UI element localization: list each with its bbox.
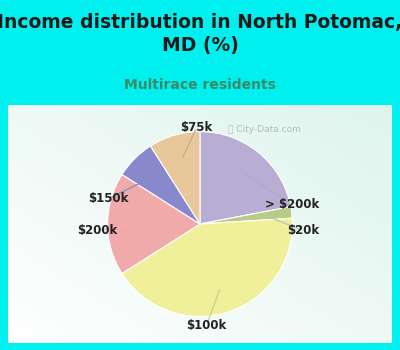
- Text: $20k: $20k: [287, 224, 319, 237]
- Text: ⓘ City-Data.com: ⓘ City-Data.com: [228, 125, 301, 134]
- Text: Income distribution in North Potomac,
MD (%): Income distribution in North Potomac, MD…: [0, 13, 400, 55]
- Wedge shape: [108, 175, 200, 273]
- Wedge shape: [200, 132, 291, 224]
- Wedge shape: [122, 146, 200, 224]
- Text: $200k: $200k: [77, 224, 117, 237]
- Text: $75k: $75k: [180, 121, 213, 134]
- Text: > $200k: > $200k: [265, 197, 319, 211]
- Text: Multirace residents: Multirace residents: [124, 78, 276, 92]
- Text: $150k: $150k: [88, 192, 128, 205]
- Wedge shape: [150, 132, 200, 224]
- Wedge shape: [200, 207, 292, 224]
- Wedge shape: [122, 218, 292, 316]
- Text: $100k: $100k: [186, 318, 227, 331]
